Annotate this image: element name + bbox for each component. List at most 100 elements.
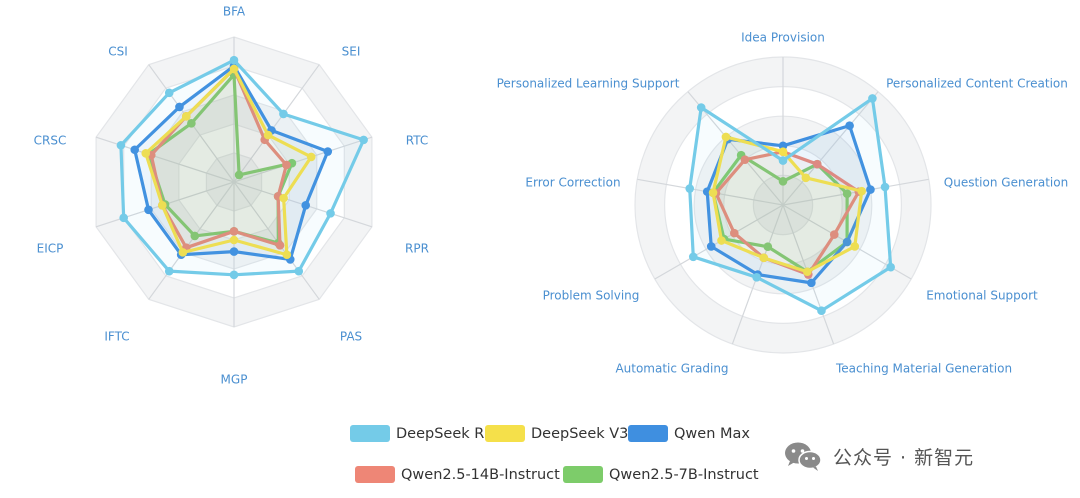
- data-point-deepseek-v3-emotional-support: [850, 242, 860, 251]
- data-point-qwen2-5-14b-instruct-rtc: [282, 160, 291, 170]
- legend: DeepSeek R1 DeepSeek V3 Qwen Max Qwen2.5…: [345, 420, 765, 498]
- data-point-qwen2-5-7b-instruct-csi: [187, 119, 196, 128]
- axis-label-sei: SEI: [342, 45, 361, 59]
- series-line-deepseek-r1: [688, 96, 893, 313]
- axis-label-iftc: IFTC: [104, 330, 129, 344]
- data-point-deepseek-r1-rtc: [359, 135, 368, 145]
- data-point-qwen-max-emotional-support: [842, 237, 852, 247]
- data-point-qwen-max-mgp: [229, 247, 239, 256]
- legend-label-deepseek-r1: DeepSeek R1: [396, 425, 494, 442]
- data-point-deepseek-r1-sei: [279, 109, 288, 119]
- data-point-deepseek-v3-automatic-grading: [759, 253, 769, 263]
- data-point-deepseek-v3-pas: [282, 250, 292, 260]
- legend-item-deepseek-r1: DeepSeek R1: [350, 425, 494, 442]
- data-point-deepseek-v3-bfa: [229, 64, 239, 74]
- axis-label-personalized-learning-support: Personalized Learning Support: [497, 77, 680, 91]
- axis-label-csi: CSI: [108, 45, 128, 59]
- data-point-deepseek-r1-problem-solving: [688, 252, 698, 262]
- data-point-deepseek-r1-personalized-content-creation: [868, 94, 877, 103]
- series-deepseek-r1: [116, 55, 368, 280]
- data-point-deepseek-v3-sei: [263, 130, 273, 140]
- series-deepseek-r1: [685, 94, 895, 315]
- axis-label-personalized-content-creation: Personalized Content Creation: [886, 77, 1068, 91]
- data-point-deepseek-r1-emotional-support: [886, 262, 895, 272]
- axis-label-question-generation: Question Generation: [944, 176, 1068, 190]
- axis-spoke: [148, 181, 235, 300]
- legend-label-deepseek-v3: DeepSeek V3: [531, 425, 629, 442]
- data-point-qwen-max-teaching-material-generation: [807, 278, 816, 288]
- data-point-deepseek-r1-eicp: [119, 213, 128, 223]
- data-point-deepseek-r1-teaching-material-generation: [817, 306, 826, 315]
- data-point-deepseek-v3-idea-provision: [778, 147, 788, 157]
- data-point-deepseek-r1-iftc: [164, 266, 174, 276]
- data-point-qwen-max-personalized-content-creation: [845, 121, 854, 130]
- legend-swatch-deepseek-r1: [350, 425, 390, 442]
- legend-item-qwen-max: Qwen Max: [628, 425, 750, 442]
- data-point-qwen-max-problem-solving: [706, 242, 716, 251]
- legend-item-qwen-14b: Qwen2.5-14B-Instruct: [355, 466, 560, 483]
- data-point-deepseek-r1-crsc: [116, 140, 126, 150]
- data-point-qwen2-5-14b-instruct-problem-solving: [729, 228, 739, 238]
- wechat-icon: [785, 442, 822, 471]
- axis-label-rpr: RPR: [405, 242, 429, 256]
- axis-label-eicp: EICP: [37, 242, 64, 256]
- legend-label-qwen-max: Qwen Max: [674, 425, 750, 442]
- axis-label-bfa: BFA: [223, 5, 246, 19]
- axis-spoke: [233, 64, 320, 183]
- data-point-deepseek-v3-mgp: [229, 235, 239, 245]
- axis-label-crsc: CRSC: [34, 134, 67, 148]
- legend-label-qwen-14b: Qwen2.5-14B-Instruct: [401, 466, 560, 483]
- series-line-qwen-max: [705, 124, 873, 285]
- data-point-deepseek-v3-error-correction: [708, 188, 718, 197]
- data-point-qwen2-5-14b-instruct-personalized-content-creation: [812, 159, 822, 169]
- data-point-qwen-max-csi: [175, 102, 184, 112]
- data-point-deepseek-r1-mgp: [229, 270, 239, 280]
- watermark-text: 公众号 · 新智元: [833, 446, 975, 469]
- legend-swatch-deepseek-v3: [485, 425, 525, 442]
- data-point-deepseek-v3-crsc: [141, 149, 151, 158]
- data-point-deepseek-r1-error-correction: [685, 184, 695, 193]
- series-deepseek-v3: [141, 64, 316, 260]
- axis-label-teaching-material-generation: Teaching Material Generation: [835, 362, 1012, 376]
- legend-swatch-qwen-14b: [355, 466, 395, 483]
- data-point-deepseek-r1-question-generation: [880, 182, 890, 192]
- data-point-deepseek-r1-rpr: [326, 209, 335, 218]
- legend-swatch-qwen-max: [628, 425, 668, 442]
- data-point-deepseek-v3-personalized-content-creation: [801, 173, 811, 183]
- data-point-deepseek-v3-rpr: [279, 193, 288, 203]
- radar-chart-left: BFA SEI RTC RPR PAS MGP IFTC EICP CRSC CSI: [34, 5, 429, 387]
- series-line-deepseek-v3: [711, 135, 864, 274]
- data-point-deepseek-v3-teaching-material-generation: [802, 267, 812, 277]
- data-point-deepseek-r1-personalized-learning-support: [696, 103, 706, 112]
- legend-label-qwen-7b: Qwen2.5-7B-Instruct: [609, 466, 759, 483]
- data-point-deepseek-v3-eicp: [157, 200, 167, 210]
- radar-chart-right: Idea Provision Personalized Content Creat…: [497, 31, 1069, 376]
- axis-label-automatic-grading: Automatic Grading: [615, 362, 728, 376]
- data-point-deepseek-v3-question-generation: [857, 186, 867, 196]
- axis-label-rtc: RTC: [406, 134, 428, 148]
- data-point-qwen2-5-7b-instruct-sei: [234, 170, 244, 180]
- data-point-deepseek-v3-rtc: [306, 152, 316, 162]
- series-deepseek-v3: [708, 132, 867, 277]
- data-point-qwen2-5-14b-instruct-pas: [275, 241, 285, 250]
- axis-label-pas: PAS: [340, 330, 362, 344]
- data-point-qwen2-5-7b-instruct-idea-provision: [778, 177, 788, 186]
- data-point-deepseek-r1-automatic-grading: [752, 273, 761, 282]
- data-point-qwen-max-idea-provision: [778, 141, 788, 151]
- axis-label-idea-provision: Idea Provision: [741, 31, 825, 45]
- data-point-deepseek-r1-pas: [294, 266, 304, 276]
- data-point-qwen-max-crsc: [130, 145, 140, 155]
- axis-label-error-correction: Error Correction: [525, 176, 620, 190]
- axis-spoke: [782, 91, 879, 206]
- legend-swatch-qwen-7b: [563, 466, 603, 483]
- data-point-deepseek-v3-problem-solving: [717, 236, 726, 245]
- data-point-qwen-max-question-generation: [866, 185, 875, 194]
- legend-item-deepseek-v3: DeepSeek V3: [485, 425, 628, 442]
- watermark: 公众号 · 新智元: [783, 440, 974, 472]
- data-point-qwen2-5-7b-instruct-iftc: [190, 231, 200, 241]
- data-point-qwen-max-rpr: [301, 200, 311, 210]
- data-point-qwen-max-rtc: [323, 147, 333, 156]
- data-point-qwen2-5-7b-instruct-automatic-grading: [763, 242, 773, 252]
- data-point-qwen2-5-7b-instruct-question-generation: [842, 189, 852, 198]
